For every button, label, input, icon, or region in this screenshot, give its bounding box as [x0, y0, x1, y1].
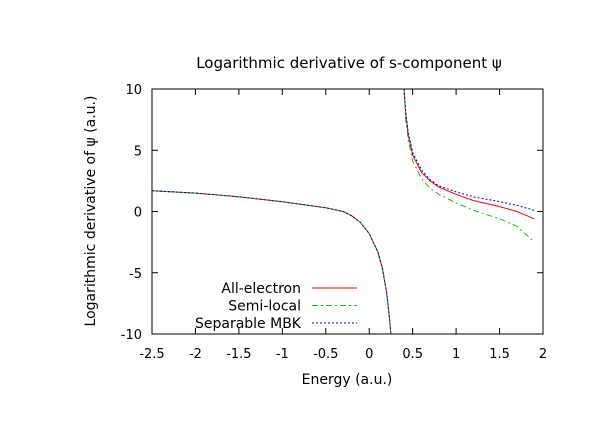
x-tick-label: 2: [539, 347, 547, 362]
x-tick-label: 1.5: [489, 347, 510, 362]
y-tick-label: 0: [134, 206, 142, 221]
x-axis-label: Energy (a.u.): [302, 372, 393, 388]
plot-frame: [151, 88, 544, 335]
x-tick-label: -1.5: [226, 347, 251, 362]
x-tick-label: -2: [189, 347, 202, 362]
series-line-2: [403, 88, 535, 211]
x-tick-labels: -2.5 -2 -1.5 -1 -0.5 0 0.5 1 1.5 2: [139, 347, 547, 362]
legend-label: Semi-local: [228, 299, 301, 315]
x-tick-label: 0: [365, 347, 373, 362]
legend-label: All-electron: [221, 281, 301, 297]
legend-label: Separable MBK: [195, 316, 302, 332]
x-tick-label: 0.5: [402, 347, 423, 362]
x-tick-label: -1: [276, 347, 289, 362]
x-tick-label: -0.5: [313, 347, 338, 362]
x-tick-label: -2.5: [139, 347, 164, 362]
series-line-0: [403, 88, 535, 220]
y-tick-label: 5: [134, 144, 142, 159]
series-lines: [151, 88, 535, 335]
series-line-1: [403, 88, 535, 243]
x-tick-label: 1: [452, 347, 460, 362]
y-tick-labels: 10 5 0 -5 -10: [121, 83, 142, 343]
y-tick-label: -10: [121, 328, 142, 343]
y-tick-label: -5: [129, 267, 142, 282]
chart-title: Logarithmic derivative of s-component ψ: [196, 54, 502, 72]
axis-ticks: [151, 88, 544, 335]
series-line-2: [151, 190, 392, 335]
y-tick-label: 10: [125, 83, 142, 98]
y-axis-label: Logarithmic derivative of ψ (a.u.): [83, 96, 99, 327]
